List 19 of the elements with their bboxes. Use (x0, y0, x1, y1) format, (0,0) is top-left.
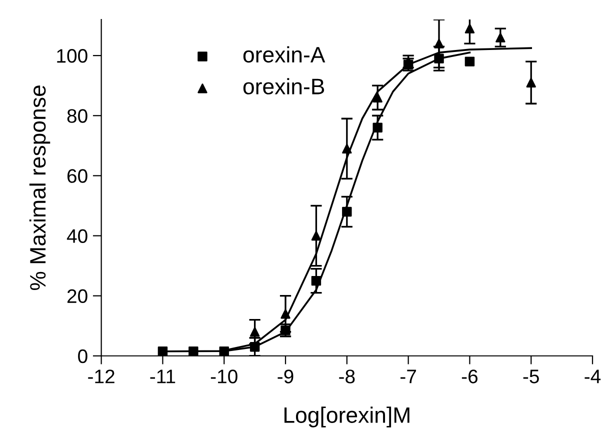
y-tick-label: 80 (67, 109, 88, 123)
x-tick-label: -9 (278, 370, 294, 384)
y-tick-label: 20 (67, 289, 88, 304)
legend-label: orexin-A (243, 46, 326, 63)
y-tick-label: 60 (67, 169, 88, 183)
x-tick-label: -12 (88, 370, 114, 384)
y-axis-title: % Maximal response (29, 86, 50, 290)
x-tick-label: -10 (210, 370, 238, 384)
x-tick-label: -11 (150, 370, 176, 384)
x-tick-label: -5 (523, 370, 539, 384)
y-tick-label: 100 (57, 49, 88, 63)
x-tick-label: -7 (400, 370, 416, 384)
x-axis-title: Log[orexin]M (284, 406, 410, 428)
y-tick-label: 0 (78, 349, 88, 364)
legend-label: orexin-B (243, 78, 324, 94)
y-tick-label: 40 (66, 229, 88, 243)
x-tick-label: -4 (584, 370, 601, 384)
x-tick-label: -8 (339, 370, 355, 384)
x-tick-label: -6 (462, 370, 478, 384)
